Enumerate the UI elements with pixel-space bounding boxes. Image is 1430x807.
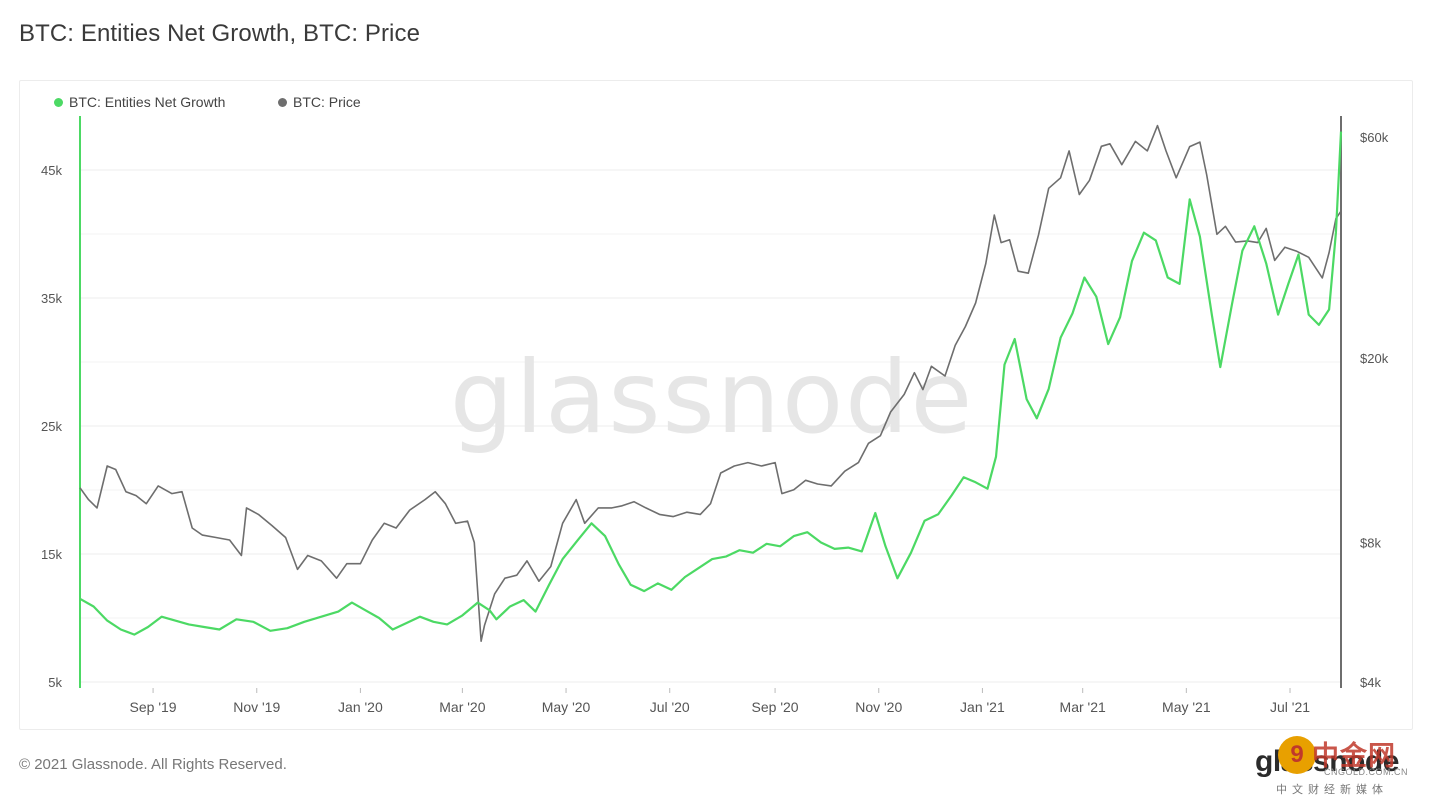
y-left-tick-label: 5k: [48, 675, 62, 690]
x-tick-label: Jul '20: [650, 699, 690, 715]
y-right-tick-label: $8k: [1360, 536, 1381, 551]
legend-item-price[interactable]: BTC: Price: [278, 94, 361, 110]
x-tick-label: Mar '20: [439, 699, 485, 715]
y-left-tick-label: 35k: [41, 291, 62, 306]
watermark-badge-icon: 9: [1278, 736, 1316, 774]
y-left-tick-label: 15k: [41, 547, 62, 562]
watermark-url-text: CNGOLD.COM.CN: [1324, 767, 1409, 777]
y-right-tick-label: $60k: [1360, 130, 1389, 145]
background-watermark: glassnode: [450, 339, 974, 456]
x-tick-label: May '20: [542, 699, 591, 715]
y-right-tick-label: $20k: [1360, 351, 1389, 366]
watermark-sub-text: 中文财经新媒体: [1276, 784, 1388, 796]
page-title: BTC: Entities Net Growth, BTC: Price: [19, 20, 421, 47]
x-tick-label: Mar '21: [1060, 699, 1106, 715]
overlay-watermark: 9 中金网 CNGOLD.COM.CN 中文财经新媒体: [1276, 734, 1430, 796]
footer-copyright: © 2021 Glassnode. All Rights Reserved.: [19, 756, 287, 773]
legend-dot-growth: [54, 97, 63, 107]
x-tick-label: Nov '19: [233, 699, 280, 715]
x-tick-label: Nov '20: [855, 699, 902, 715]
legend-label-growth: BTC: Entities Net Growth: [69, 94, 226, 110]
x-tick-label: Jan '21: [960, 699, 1005, 715]
y-left-tick-label: 45k: [41, 163, 62, 178]
legend-label-price: BTC: Price: [293, 94, 361, 110]
series-line-price: [79, 124, 1342, 642]
x-tick-label: Jul '21: [1270, 699, 1310, 715]
x-tick-label: Sep '20: [752, 699, 799, 715]
watermark-main-text: 中金网: [1312, 741, 1396, 771]
legend-dot-price: [278, 97, 287, 107]
y-right-tick-label: $4k: [1360, 675, 1381, 690]
y-left-tick-label: 25k: [41, 419, 62, 434]
series-line-growth: [79, 131, 1343, 636]
x-tick-label: Jan '20: [338, 699, 383, 715]
x-tick-label: Sep '19: [130, 699, 177, 715]
legend-item-growth[interactable]: BTC: Entities Net Growth: [54, 94, 225, 110]
x-tick-label: May '21: [1162, 699, 1211, 715]
